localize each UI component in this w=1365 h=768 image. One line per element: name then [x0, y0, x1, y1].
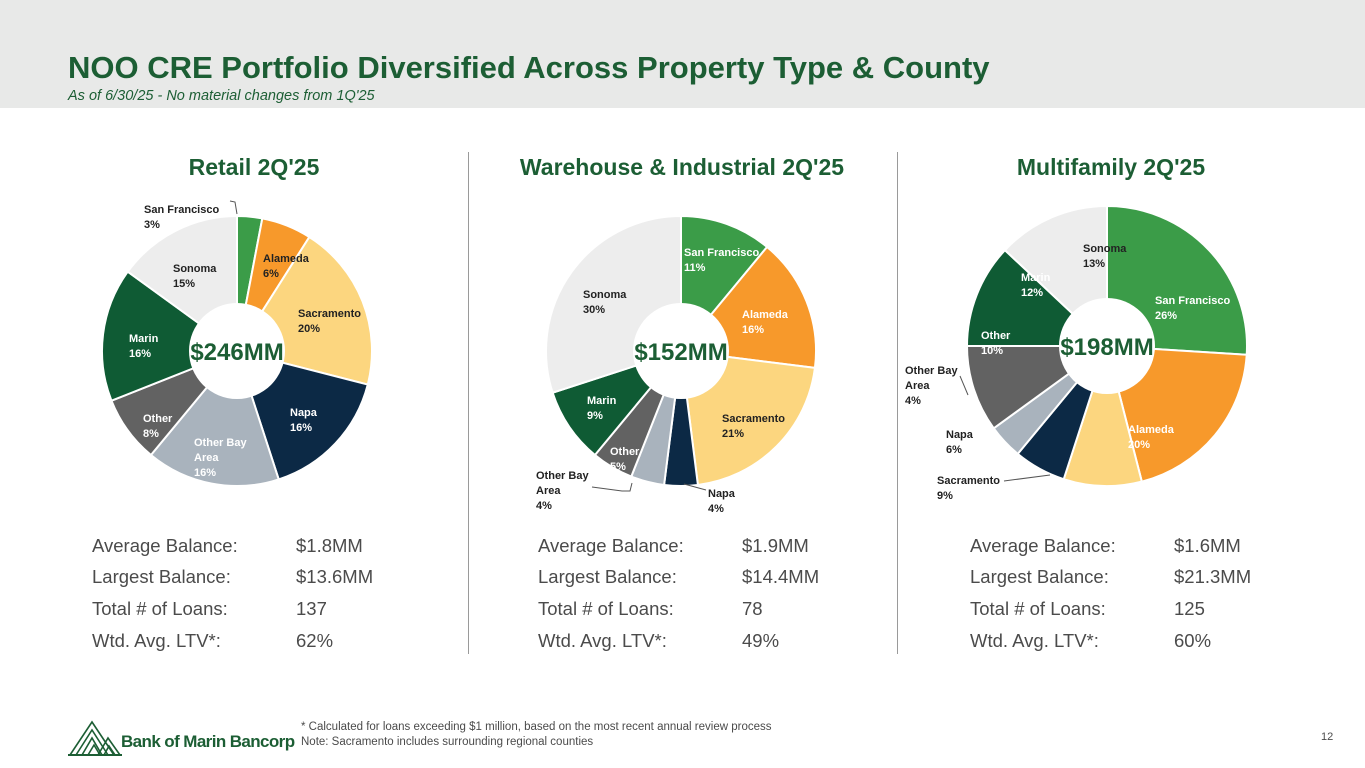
pie-label-sacramento: Sacramento 9% [937, 475, 1000, 502]
pie-label-marin: Marin 16% [129, 333, 159, 360]
pie-slice-alameda [1105, 344, 1248, 483]
pie-slice-sacramento [1062, 342, 1144, 487]
pie-label-sonoma: Sonoma 30% [583, 289, 627, 316]
stat-value: 49% [742, 630, 780, 651]
page-subtitle: As of 6/30/25 - No material changes from… [68, 88, 375, 104]
pie-label-other: Other 10% [981, 330, 1011, 357]
pie-label-other-bay-area: Other Bay Area 16% [194, 437, 247, 479]
pie-center-total: $246MM [190, 339, 283, 366]
pie-slice-marin [101, 270, 240, 402]
stat-label: Largest Balance: [970, 566, 1109, 587]
pie-label-marin: Marin 12% [1021, 272, 1051, 299]
warehouse-pie-chart: $152MM San Francisco 11% Alameda 16% Sacramen… [536, 214, 817, 515]
page-title: NOO CRE Portfolio Diversified Across Pro… [68, 50, 990, 85]
pie-label-san-francisco: San Francisco 3% [144, 204, 219, 231]
multifamily-chart-title: Multifamily 2Q'25 [1016, 154, 1206, 180]
label-leader-line [1003, 474, 1051, 482]
pie-label-alameda: Alameda 16% [742, 309, 789, 336]
pie-label-other-bay-area: Other Bay Area 4% [536, 470, 589, 512]
bank-logo: Bank of Marin Bancorp [68, 718, 295, 758]
stat-label: Largest Balance: [92, 566, 231, 587]
stat-value: $1.9MM [742, 535, 809, 556]
stat-label: Wtd. Avg. LTV*: [92, 630, 221, 651]
stat-value: 137 [296, 598, 327, 619]
stat-value: $21.3MM [1174, 566, 1252, 587]
panel-divider [468, 152, 469, 654]
pie-label-sacramento: Sacramento 21% [722, 413, 785, 440]
pie-label-sonoma: Sonoma 15% [173, 263, 217, 290]
pie-center-total: $152MM [634, 339, 727, 366]
stat-value: $14.4MM [742, 566, 820, 587]
donut-hole [1059, 298, 1155, 394]
pie-label-alameda: Alameda 20% [1128, 424, 1175, 451]
footnote-ltv: * Calculated for loans exceeding $1 mill… [301, 721, 772, 733]
mountain-logo-icon [68, 720, 122, 756]
label-leader-line [229, 200, 238, 215]
stat-label: Total # of Loans: [92, 598, 228, 619]
stat-label: Wtd. Avg. LTV*: [970, 630, 1099, 651]
pie-label-napa: Napa 16% [290, 407, 318, 434]
pie-label-sonoma: Sonoma 13% [1083, 243, 1127, 270]
pie-label-san-francisco: San Francisco 11% [684, 247, 759, 274]
stat-label: Total # of Loans: [970, 598, 1106, 619]
stat-value: 62% [296, 630, 334, 651]
stat-value: 78 [742, 598, 763, 619]
stat-value: 125 [1174, 598, 1205, 619]
label-leader-line [591, 482, 633, 492]
stat-label: Largest Balance: [538, 566, 677, 587]
pie-label-alameda: Alameda 6% [263, 253, 310, 280]
stat-label: Average Balance: [92, 535, 238, 556]
stat-label: Wtd. Avg. LTV*: [538, 630, 667, 651]
warehouse-chart-title: Warehouse & Industrial 2Q'25 [519, 154, 845, 180]
stat-label: Total # of Loans: [538, 598, 674, 619]
pie-center-total: $198MM [1060, 334, 1153, 361]
pie-label-other: Other 8% [143, 413, 173, 440]
pie-label-other: Other 5% [610, 446, 640, 473]
footnote-sacramento: Note: Sacramento includes surrounding re… [301, 736, 594, 748]
donut-hole [189, 303, 285, 399]
stat-value: $1.8MM [296, 535, 363, 556]
logo-text: Bank of Marin Bancorp [121, 732, 295, 751]
page-number: 12 [1321, 731, 1334, 743]
stat-value: $13.6MM [296, 566, 374, 587]
panel-divider [897, 152, 898, 654]
stat-value: $1.6MM [1174, 535, 1241, 556]
stat-label: Average Balance: [538, 535, 684, 556]
pie-label-napa: Napa 6% [946, 429, 974, 456]
label-leader-line [683, 483, 707, 491]
header-band [0, 0, 1365, 108]
retail-pie-chart: $246MM San Francisco 3% Alameda 6% Sacramento… [101, 200, 373, 487]
donut-hole [633, 303, 729, 399]
stat-value: 60% [1174, 630, 1212, 651]
pie-label-marin: Marin 9% [587, 395, 617, 422]
retail-chart-title: Retail 2Q'25 [188, 154, 320, 180]
label-leader-line [959, 375, 969, 396]
pie-label-other-bay-area: Other Bay Area 4% [905, 365, 958, 407]
pie-label-sacramento: Sacramento 20% [298, 308, 361, 335]
pie-label-san-francisco: San Francisco 26% [1155, 295, 1230, 322]
pie-label-napa: Napa 4% [708, 488, 736, 515]
stat-label: Average Balance: [970, 535, 1116, 556]
